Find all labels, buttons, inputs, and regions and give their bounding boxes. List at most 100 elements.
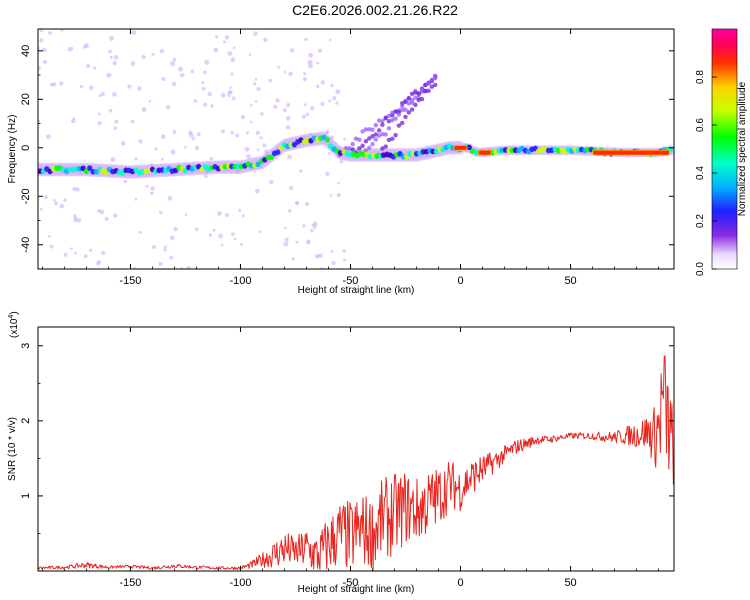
spectral-peak — [592, 149, 670, 156]
colorbar-tick-label: 0.8 — [695, 70, 706, 84]
spectral-speckle — [215, 35, 219, 39]
spectral-streak — [423, 88, 428, 94]
spectral-speckle — [89, 85, 94, 90]
spectral-speckle — [98, 93, 103, 98]
spectral-speckle — [184, 145, 187, 149]
spectral-streak — [376, 118, 382, 123]
snr-panel: -150 -100 -50 0 50 1 2 3 Height of straight lin… — [7, 311, 675, 595]
spectral-speckle — [133, 266, 137, 269]
spectral-speckle — [329, 194, 333, 197]
spectral-speckle — [106, 72, 112, 78]
spectral-speckle — [339, 159, 344, 164]
spectral-speckle — [70, 247, 73, 250]
spectral-streak — [400, 108, 405, 113]
snr-y-scale-exp: 4 — [8, 315, 15, 319]
spectral-streak — [400, 104, 405, 109]
spectral-speckle — [224, 213, 229, 218]
spectral-speckle — [112, 92, 117, 97]
spectral-speckle — [163, 245, 167, 249]
spectral-speckle — [246, 154, 252, 160]
colorbar-label: Normalized spectral amplitude — [737, 81, 748, 216]
spectral-speckle — [217, 211, 222, 216]
spectral-speckle — [299, 169, 303, 173]
spectral-streak — [416, 91, 421, 96]
spectral-streak — [413, 95, 418, 101]
x-tick-label: 0 — [457, 275, 463, 287]
spectral-speckle — [301, 114, 306, 119]
spectral-speckle — [137, 86, 142, 91]
spectral-speckle — [342, 249, 346, 253]
spectral-speckle — [191, 136, 196, 141]
snr-x-label: Height of straight line (km) — [298, 584, 415, 595]
spectral-streak — [380, 146, 385, 151]
spectral-speckle — [309, 133, 313, 137]
spectral-streak — [433, 82, 438, 88]
spectral-speckle — [42, 47, 47, 53]
spectral-speckle — [167, 195, 173, 201]
spectral-speckle — [109, 55, 113, 59]
spectral-speckle — [158, 210, 163, 215]
spectral-speckle — [259, 136, 263, 140]
spectral-speckle — [186, 265, 192, 269]
colorbar-tick-label: 0.6 — [695, 118, 706, 132]
spectral-speckle — [67, 47, 73, 52]
spectral-speckle — [289, 48, 295, 53]
spectral-streak — [376, 133, 382, 138]
colorbar-ticks: 0.0 0.2 0.4 0.6 0.8 — [695, 70, 717, 276]
spectral-speckle — [161, 76, 166, 82]
spectral-ridge-point — [275, 149, 281, 155]
spectral-speckle — [240, 114, 246, 120]
spectral-speckle — [230, 130, 234, 135]
spectral-speckle — [83, 43, 89, 49]
spectral-streak — [373, 123, 379, 128]
spectral-speckle — [134, 157, 138, 161]
spectral-speckle — [325, 171, 330, 176]
spectral-speckle — [113, 213, 118, 218]
spectral-speckle — [232, 46, 236, 50]
spectral-streak — [416, 97, 421, 103]
spectral-speckle — [327, 151, 331, 155]
spectral-speckle — [179, 72, 185, 78]
spectral-speckle — [120, 141, 126, 146]
spectral-speckle — [343, 258, 346, 262]
spectral-speckle — [331, 260, 336, 266]
spectral-speckle — [188, 130, 193, 135]
colorbar-tick-label: 0.2 — [695, 214, 706, 228]
spectral-streak — [370, 127, 375, 132]
spectral-streak — [403, 107, 408, 112]
spectral-streak — [413, 102, 418, 108]
spectral-speckle — [262, 143, 267, 148]
spectral-speckle — [203, 174, 208, 179]
spectral-speckle — [286, 103, 291, 108]
spectrogram-ridge — [38, 134, 674, 176]
spectral-speckle — [63, 253, 68, 257]
colorbar-tick-label: 0.0 — [695, 262, 706, 276]
spectral-streak — [429, 77, 435, 83]
spectral-streak — [343, 146, 349, 151]
spectral-speckle — [169, 255, 174, 260]
spectral-speckle — [193, 99, 198, 103]
snr-y-scale: (x104) — [8, 311, 20, 338]
spectral-speckle — [71, 118, 76, 124]
spectral-speckle — [285, 116, 291, 121]
spectral-speckle — [264, 149, 269, 154]
spectral-speckle — [101, 250, 106, 256]
spectral-streak — [396, 123, 402, 128]
spectral-speckle — [40, 29, 44, 33]
spectral-speckle — [229, 86, 232, 89]
spectral-speckle — [268, 78, 273, 83]
spectral-streak — [419, 88, 425, 93]
spectral-speckle — [203, 102, 208, 107]
spectral-speckle — [169, 235, 175, 241]
spectral-speckle — [335, 101, 339, 105]
spectral-speckle — [96, 261, 101, 266]
spectral-speckle — [258, 230, 262, 234]
spectral-speckle — [306, 239, 310, 243]
spectral-speckle — [131, 29, 137, 35]
spectral-speckle — [320, 80, 325, 85]
spectral-speckle — [256, 148, 260, 151]
spectral-speckle — [287, 154, 292, 160]
spectral-speckle — [54, 201, 59, 206]
spectral-streak — [419, 96, 425, 102]
spectral-speckle — [287, 209, 292, 213]
